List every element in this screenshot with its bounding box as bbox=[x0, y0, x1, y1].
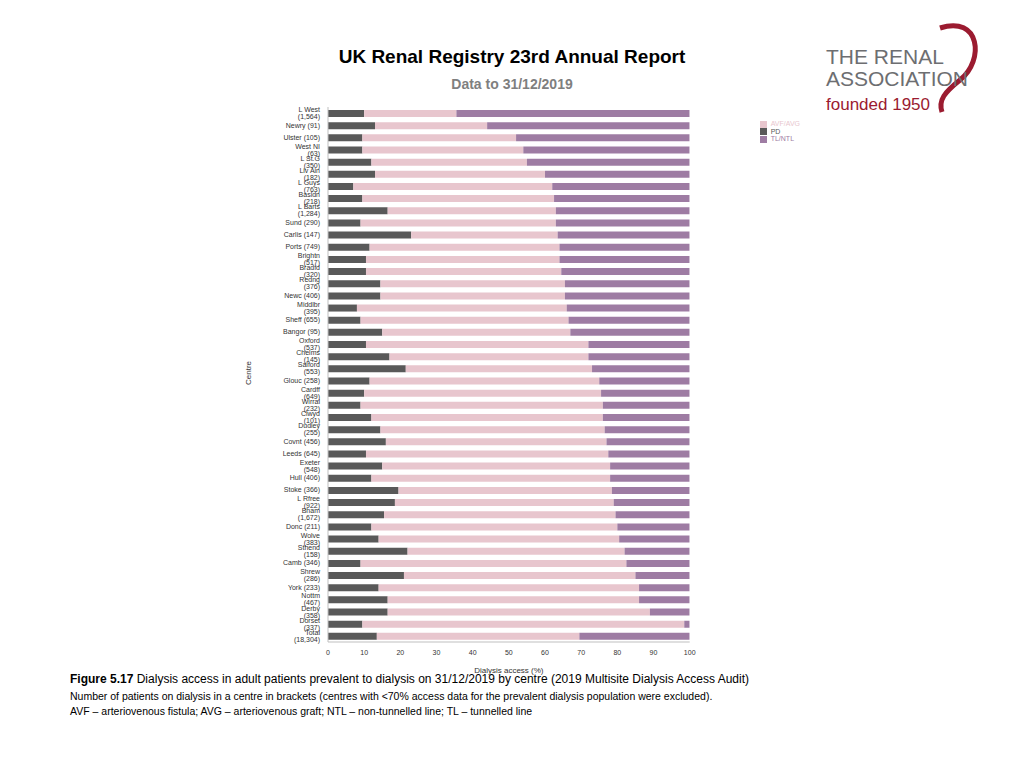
svg-text:Newc (406): Newc (406) bbox=[284, 292, 320, 300]
svg-text:20: 20 bbox=[396, 649, 404, 656]
svg-text:founded 1950: founded 1950 bbox=[826, 95, 930, 114]
svg-text:THE RENAL: THE RENAL bbox=[826, 45, 944, 68]
svg-text:Sthend(158): Sthend(158) bbox=[298, 544, 320, 559]
svg-text:Bham(1,672): Bham(1,672) bbox=[298, 507, 320, 522]
svg-text:Dudley(255): Dudley(255) bbox=[298, 422, 320, 437]
svg-text:10: 10 bbox=[360, 649, 368, 656]
svg-text:Middlbr(395): Middlbr(395) bbox=[297, 301, 321, 316]
svg-text:L Barts(1,284): L Barts(1,284) bbox=[298, 203, 321, 218]
svg-text:Covnt (456): Covnt (456) bbox=[283, 438, 320, 446]
svg-text:Sheff (655): Sheff (655) bbox=[285, 316, 320, 324]
svg-text:60: 60 bbox=[541, 649, 549, 656]
svg-text:Exeter(548): Exeter(548) bbox=[300, 459, 321, 474]
svg-text:York (233): York (233) bbox=[288, 584, 320, 592]
svg-text:Carlis (147): Carlis (147) bbox=[284, 231, 320, 239]
svg-text:Total(18,304): Total(18,304) bbox=[294, 629, 321, 644]
svg-text:Donc (211): Donc (211) bbox=[286, 523, 320, 531]
svg-text:Redng(376): Redng(376) bbox=[299, 276, 320, 291]
svg-text:0: 0 bbox=[326, 649, 330, 656]
svg-text:Ports (749): Ports (749) bbox=[285, 243, 320, 251]
svg-text:Hull (406): Hull (406) bbox=[290, 474, 320, 482]
svg-text:Shrew(286): Shrew(286) bbox=[300, 568, 321, 583]
svg-text:80: 80 bbox=[613, 649, 621, 656]
svg-text:Camb (346): Camb (346) bbox=[283, 559, 320, 567]
svg-text:L West(1,564): L West(1,564) bbox=[298, 106, 320, 121]
svg-text:Newry (91): Newry (91) bbox=[286, 122, 320, 130]
svg-text:ASSOCIATION: ASSOCIATION bbox=[826, 67, 968, 90]
svg-text:90: 90 bbox=[650, 649, 658, 656]
svg-text:Ulster (105): Ulster (105) bbox=[283, 134, 320, 142]
svg-text:50: 50 bbox=[505, 649, 513, 656]
svg-text:100: 100 bbox=[684, 649, 696, 656]
svg-text:Sund (290): Sund (290) bbox=[285, 219, 320, 227]
svg-text:Bangor (95): Bangor (95) bbox=[283, 328, 320, 336]
svg-text:Salford(553): Salford(553) bbox=[298, 361, 320, 376]
svg-text:30: 30 bbox=[433, 649, 441, 656]
svg-text:Stoke (366): Stoke (366) bbox=[284, 486, 320, 494]
svg-text:Glouc (258): Glouc (258) bbox=[283, 377, 320, 385]
svg-text:Leeds (645): Leeds (645) bbox=[283, 450, 320, 458]
svg-text:40: 40 bbox=[469, 649, 477, 656]
svg-text:70: 70 bbox=[577, 649, 585, 656]
